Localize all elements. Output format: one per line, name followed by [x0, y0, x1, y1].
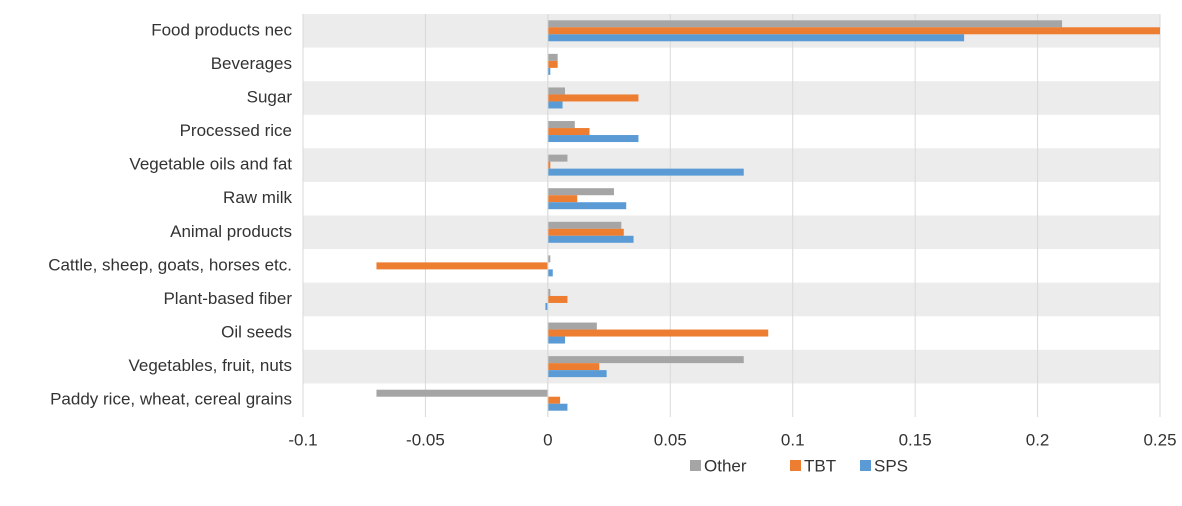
x-tick-label: 0.15	[899, 430, 932, 449]
y-tick-label: Plant-based fiber	[163, 289, 292, 308]
bar	[547, 67, 551, 75]
y-tick-label: Paddy rice, wheat, cereal grains	[50, 390, 292, 409]
bar	[547, 403, 568, 411]
bar	[547, 94, 639, 102]
row-band	[303, 282, 1160, 317]
x-tick-label: -0.05	[406, 430, 445, 449]
bar	[547, 202, 627, 210]
bar	[547, 188, 614, 196]
bar	[547, 20, 1063, 28]
bar	[547, 295, 568, 303]
bar	[547, 370, 607, 378]
y-tick-label: Processed rice	[180, 121, 292, 140]
legend-label: TBT	[804, 456, 836, 475]
bar	[547, 221, 622, 229]
bar	[547, 101, 563, 109]
bar	[547, 322, 597, 330]
bar	[547, 87, 565, 95]
x-tick-label: -0.1	[288, 430, 317, 449]
bar	[547, 269, 553, 277]
y-tick-label: Vegetable oils and fat	[129, 155, 292, 174]
bar	[547, 329, 769, 337]
y-tick-label: Oil seeds	[221, 323, 292, 342]
bar	[547, 288, 551, 296]
x-tick-label: 0.1	[781, 430, 805, 449]
bar	[547, 154, 568, 162]
bar	[547, 235, 634, 243]
legend-label: Other	[704, 456, 747, 475]
bar	[547, 135, 639, 143]
legend-swatch	[860, 460, 871, 471]
y-tick-label: Sugar	[247, 87, 293, 106]
bar	[547, 121, 575, 129]
y-tick-label: Animal products	[170, 222, 292, 241]
bar	[376, 389, 548, 397]
row-band	[303, 148, 1160, 182]
bar	[547, 53, 558, 61]
x-tick-label: 0.25	[1143, 430, 1176, 449]
bar	[547, 228, 624, 236]
y-tick-label: Vegetables, fruit, nuts	[129, 356, 293, 375]
bar	[547, 363, 600, 371]
legend-swatch	[690, 460, 701, 471]
y-tick-label: Beverages	[211, 54, 292, 73]
bar	[547, 34, 965, 42]
row-band	[303, 349, 1160, 384]
bar	[547, 255, 551, 263]
bar	[547, 396, 561, 404]
row-band	[303, 215, 1160, 250]
bar	[547, 60, 558, 68]
bar	[376, 262, 548, 270]
bar	[547, 128, 590, 136]
bar	[547, 356, 744, 364]
legend-label: SPS	[874, 456, 908, 475]
y-tick-label: Food products nec	[151, 20, 292, 39]
x-tick-label: 0	[543, 430, 552, 449]
bar	[547, 168, 744, 176]
bar	[547, 336, 565, 344]
y-tick-label: Cattle, sheep, goats, horses etc.	[48, 255, 292, 274]
legend-swatch	[790, 460, 801, 471]
bar	[547, 195, 578, 203]
y-tick-label: Raw milk	[223, 188, 292, 207]
x-tick-label: 0.2	[1026, 430, 1050, 449]
bar	[545, 302, 548, 310]
bar	[547, 161, 551, 169]
row-band	[303, 81, 1160, 115]
bar	[547, 27, 1160, 35]
x-tick-label: 0.05	[654, 430, 687, 449]
